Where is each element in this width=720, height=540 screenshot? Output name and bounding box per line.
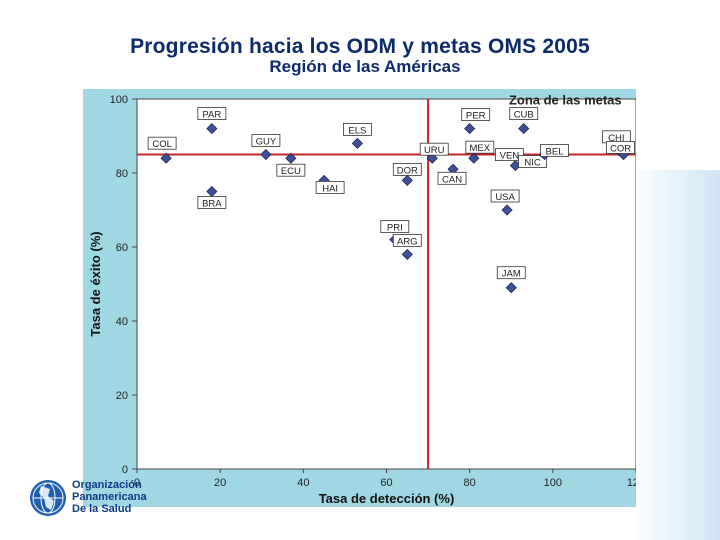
logo-line-2: Panamericana [72, 491, 147, 503]
point-label: ELS [348, 125, 366, 136]
point-label-box [496, 266, 526, 280]
x-tick-label: 60 [380, 477, 392, 489]
point-label-box [147, 136, 177, 150]
point-label: JAM [502, 269, 521, 280]
logo-line-3: De la Salud [72, 503, 132, 515]
point-label-box [495, 148, 524, 161]
point-label-box [509, 107, 539, 121]
point-label-box [392, 233, 422, 247]
point-label: COL [152, 139, 172, 150]
point-label-box [342, 123, 372, 136]
data-point-ecu [285, 152, 297, 164]
point-label: ARG [397, 236, 418, 247]
point-label: NIC [524, 158, 541, 169]
data-point-col [160, 152, 172, 164]
point-label: MEX [470, 143, 491, 154]
x-tick-label: 0 [134, 477, 140, 489]
point-label: PER [466, 111, 486, 122]
logo-text: Organización Panamericana De la Salud [72, 479, 147, 515]
point-label-box [419, 142, 449, 156]
data-point-jam [505, 282, 517, 294]
point-label-box [490, 189, 520, 203]
x-tick-label: 100 [544, 477, 562, 489]
y-tick-label: 20 [116, 390, 128, 402]
scatter-chart: 0 20 40 60 80 100 0 20 40 60 80 100 120 Tasa de detec… [88, 93, 636, 506]
plot-area [136, 98, 636, 470]
point-label: GUY [256, 137, 277, 148]
x-tick-label: 120 [627, 477, 636, 489]
point-label: ECU [281, 166, 301, 177]
paho-logo-icon [30, 480, 66, 516]
point-label-box [380, 220, 410, 234]
point-label: DOR [397, 165, 418, 176]
logo-line-1: Organización [72, 479, 142, 491]
data-point-arg [401, 248, 413, 260]
point-label-box [276, 163, 306, 177]
y-tick-label: 60 [116, 242, 128, 254]
point-label: VEN [500, 151, 520, 162]
point-label-box [461, 108, 491, 122]
data-point-usa [501, 204, 513, 216]
point-label-box [465, 140, 495, 154]
point-label: PAR [202, 110, 221, 121]
point-label-box [437, 171, 467, 185]
y-tick-label: 100 [110, 94, 128, 106]
point-label-box [315, 181, 345, 194]
point-label: PRI [387, 223, 403, 234]
point-label: URU [424, 145, 445, 156]
y-tick-label: 80 [116, 168, 128, 180]
x-axis-label: Tasa de detección (%) [319, 491, 455, 506]
point-label-box [197, 107, 227, 121]
data-point-guy [260, 148, 272, 161]
y-tick-label: 0 [122, 464, 128, 476]
x-tick-label: 40 [297, 477, 309, 489]
point-label-box [197, 196, 227, 209]
point-label-box [518, 155, 547, 168]
point-label: CUB [514, 110, 534, 121]
data-point-par [206, 123, 218, 135]
point-label: CAN [442, 174, 462, 185]
y-axis-label: Tasa de éxito (%) [88, 231, 103, 336]
point-label: HAI [322, 183, 338, 194]
x-tick-label: 20 [214, 477, 226, 489]
point-label-box [540, 144, 569, 157]
x-tick-label: 80 [464, 477, 476, 489]
slide-title: Progresión hacia los ODM y metas OMS 200… [130, 35, 590, 58]
point-label: CHI [608, 133, 624, 144]
chart-frame: 0 20 40 60 80 100 0 20 40 60 80 100 120 Tasa de detec… [83, 89, 636, 507]
point-label-box [606, 141, 635, 154]
point-label: BEL [546, 147, 564, 158]
point-label: BRA [202, 199, 222, 210]
data-point-els [351, 137, 363, 149]
point-label-box [392, 163, 422, 176]
slide-background-gradient [630, 170, 720, 540]
slide-subtitle: Región de las Américas [269, 57, 461, 76]
point-label-box [251, 134, 281, 147]
y-tick-label: 40 [116, 316, 128, 328]
data-point-cub [518, 123, 530, 135]
point-label: USA [495, 192, 515, 203]
point-label: COR [610, 144, 631, 155]
data-point-per [464, 123, 476, 135]
goal-zone-annotation: Zona de las metas [509, 93, 622, 108]
data-point-mex [468, 152, 480, 164]
data-point-dor [401, 174, 413, 186]
data-point-uru [426, 152, 438, 164]
